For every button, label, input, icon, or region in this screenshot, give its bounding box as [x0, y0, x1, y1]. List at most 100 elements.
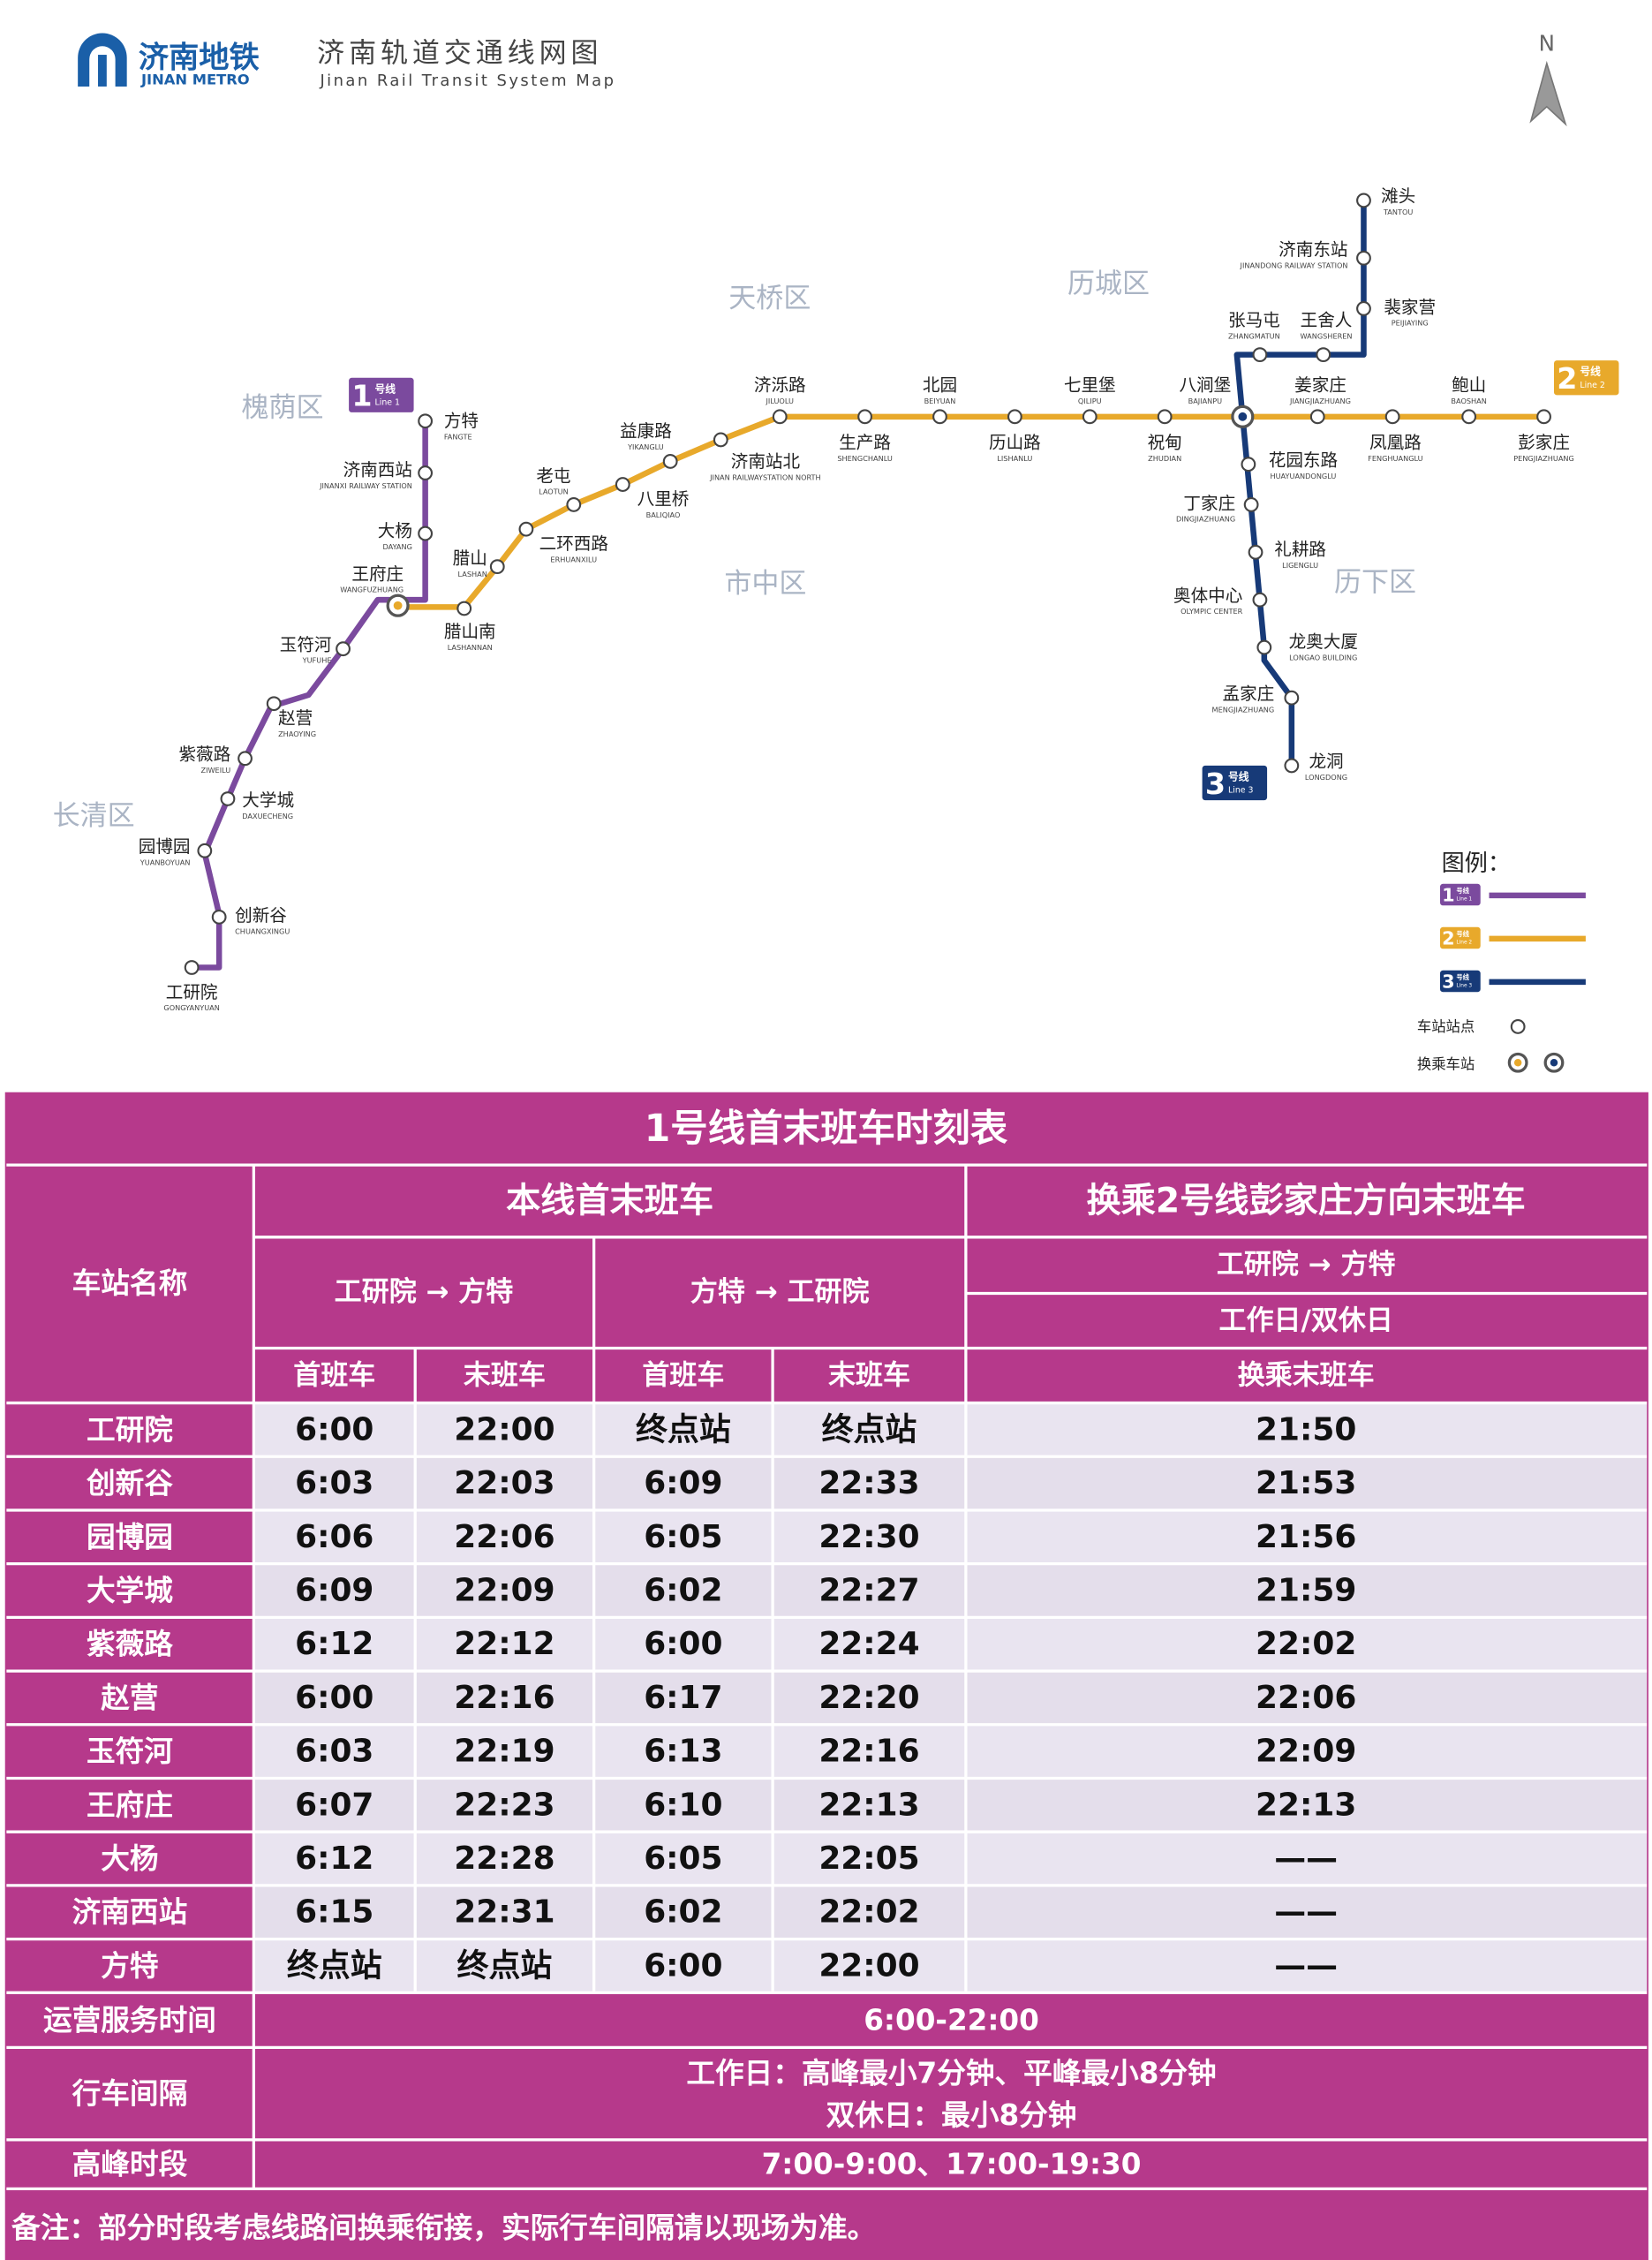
row-bg [253, 1617, 1648, 1672]
station-cell [5, 1939, 254, 1993]
line-badge-number: 1 [351, 379, 372, 413]
line-badge-en: Line 3 [1456, 983, 1472, 988]
compass [1529, 60, 1567, 127]
time-cell: 6:10 [644, 1787, 722, 1823]
line-badge [1440, 926, 1481, 949]
time-cell: 21:59 [1256, 1573, 1356, 1609]
station-pinyin: JINANXI RAILWAY STATION [319, 481, 412, 490]
line-badge [1202, 765, 1268, 801]
time-cell: 22:28 [454, 1841, 554, 1877]
station-cell-text: 紫薇路 [87, 1628, 173, 1661]
time-cell: 22:13 [1256, 1787, 1356, 1823]
station-pinyin: BAOSHAN [1451, 397, 1486, 405]
legend-station-symbol [1510, 1019, 1526, 1034]
time-cell: 22:20 [818, 1680, 919, 1716]
time-cell: 22:24 [818, 1626, 919, 1662]
time-cell: 22:06 [454, 1519, 554, 1555]
district-label: 历下区 [1334, 567, 1416, 599]
time-cell: —— [1274, 1841, 1338, 1877]
station-name: 老屯 [536, 465, 570, 486]
station-name: 龙奥大厦 [1289, 631, 1358, 652]
station-pinyin: DAXUECHENG [242, 812, 293, 820]
map-title: 济南轨道交通线网图 [317, 37, 602, 69]
time-cell: 22:31 [454, 1894, 554, 1931]
row-bg [253, 1402, 1648, 1457]
station [1082, 409, 1098, 425]
line-badge-number: 3 [1442, 971, 1454, 993]
station-pinyin: TANTOU [1383, 208, 1413, 216]
row-bg [253, 1671, 1648, 1725]
station [662, 454, 678, 469]
station-name: 孟家庄 [1222, 684, 1274, 704]
station-name: 祝甸 [1148, 433, 1182, 453]
station-name: 济泺路 [754, 374, 806, 395]
station-pinyin: LISHANLU [997, 454, 1032, 463]
line-badge-number: 1 [1442, 885, 1454, 906]
time-cell: 终点站 [636, 1411, 731, 1447]
row-bg [253, 1509, 1648, 1564]
subheader: 首班车 [642, 1360, 724, 1392]
line-path [1233, 200, 1367, 766]
legend-title: 图例： [1442, 850, 1511, 877]
header-station: 车站名称 [72, 1266, 188, 1300]
map-title-en: Jinan Rail Transit System Map [319, 72, 615, 90]
station-name: 大学城 [242, 790, 294, 811]
station-pinyin: BALIQIAO [646, 510, 681, 519]
station-name: 生产路 [839, 433, 891, 453]
station-pinyin: JINAN RAILWAYSTATION NORTH [709, 472, 821, 481]
station-cell-text: 创新谷 [86, 1467, 173, 1500]
station-name: 腊山南 [444, 622, 496, 642]
station-name: 二环西路 [539, 533, 609, 554]
station [211, 909, 227, 925]
logo-en: JINAN METRO [140, 71, 250, 87]
line-badge-number: 3 [1205, 767, 1226, 801]
row-bg [253, 1724, 1648, 1779]
station [615, 477, 630, 492]
station [1256, 639, 1272, 655]
station-name: 花园东路 [1269, 450, 1339, 470]
row-bg [253, 1832, 1648, 1886]
line-badge-number: 2 [1557, 361, 1577, 396]
time-cell: 21:56 [1256, 1519, 1356, 1555]
time-cell: 22:02 [1256, 1626, 1356, 1662]
station-name: 姜家庄 [1294, 374, 1346, 395]
station [1461, 409, 1477, 425]
station-name: 凤凰路 [1369, 433, 1422, 453]
station-cell [5, 1402, 254, 1457]
station-name: 济南站北 [731, 451, 801, 472]
line-badge-label: 号线 [374, 382, 396, 395]
time-cell: 22:33 [818, 1465, 919, 1501]
interchange-dot [1238, 412, 1248, 421]
footer-label: 行车间隔 [72, 2077, 188, 2111]
time-cell: 终点站 [457, 1947, 553, 1984]
time-cell: 22:13 [818, 1787, 919, 1823]
station-cell-text: 赵营 [101, 1681, 158, 1714]
station-name: 济南西站 [343, 460, 412, 480]
footer-label: 高峰时段 [72, 2148, 188, 2181]
station [489, 559, 505, 575]
logo-icon [78, 33, 127, 87]
time-cell: 22:05 [818, 1841, 919, 1877]
station [197, 843, 213, 858]
station-name: 礼耕路 [1274, 540, 1326, 560]
station-pinyin: WANGFUZHUANG [340, 586, 404, 594]
station-pinyin: FANGTE [444, 433, 472, 442]
station [1356, 193, 1371, 208]
station-pinyin: GONGYANYUAN [163, 1003, 219, 1012]
district-label: 槐荫区 [241, 392, 323, 424]
footer-label: 运营服务时间 [43, 2003, 216, 2037]
station-pinyin: MENGJIAZHUANG [1212, 705, 1275, 714]
station [1007, 409, 1022, 425]
header-own: 本线首末班车 [506, 1181, 713, 1221]
station-pinyin: YIKANGLU [627, 442, 664, 451]
station-name: 鲍山 [1452, 374, 1486, 395]
station [184, 960, 200, 975]
station [713, 432, 728, 448]
header-dir: 方特 → 工研院 [690, 1276, 870, 1308]
station [932, 409, 947, 425]
station [418, 413, 434, 429]
line-badge-en: Line 2 [1456, 940, 1472, 945]
station-pinyin: DINGJIAZHUANG [1176, 515, 1235, 524]
time-cell: 22:16 [818, 1734, 919, 1770]
